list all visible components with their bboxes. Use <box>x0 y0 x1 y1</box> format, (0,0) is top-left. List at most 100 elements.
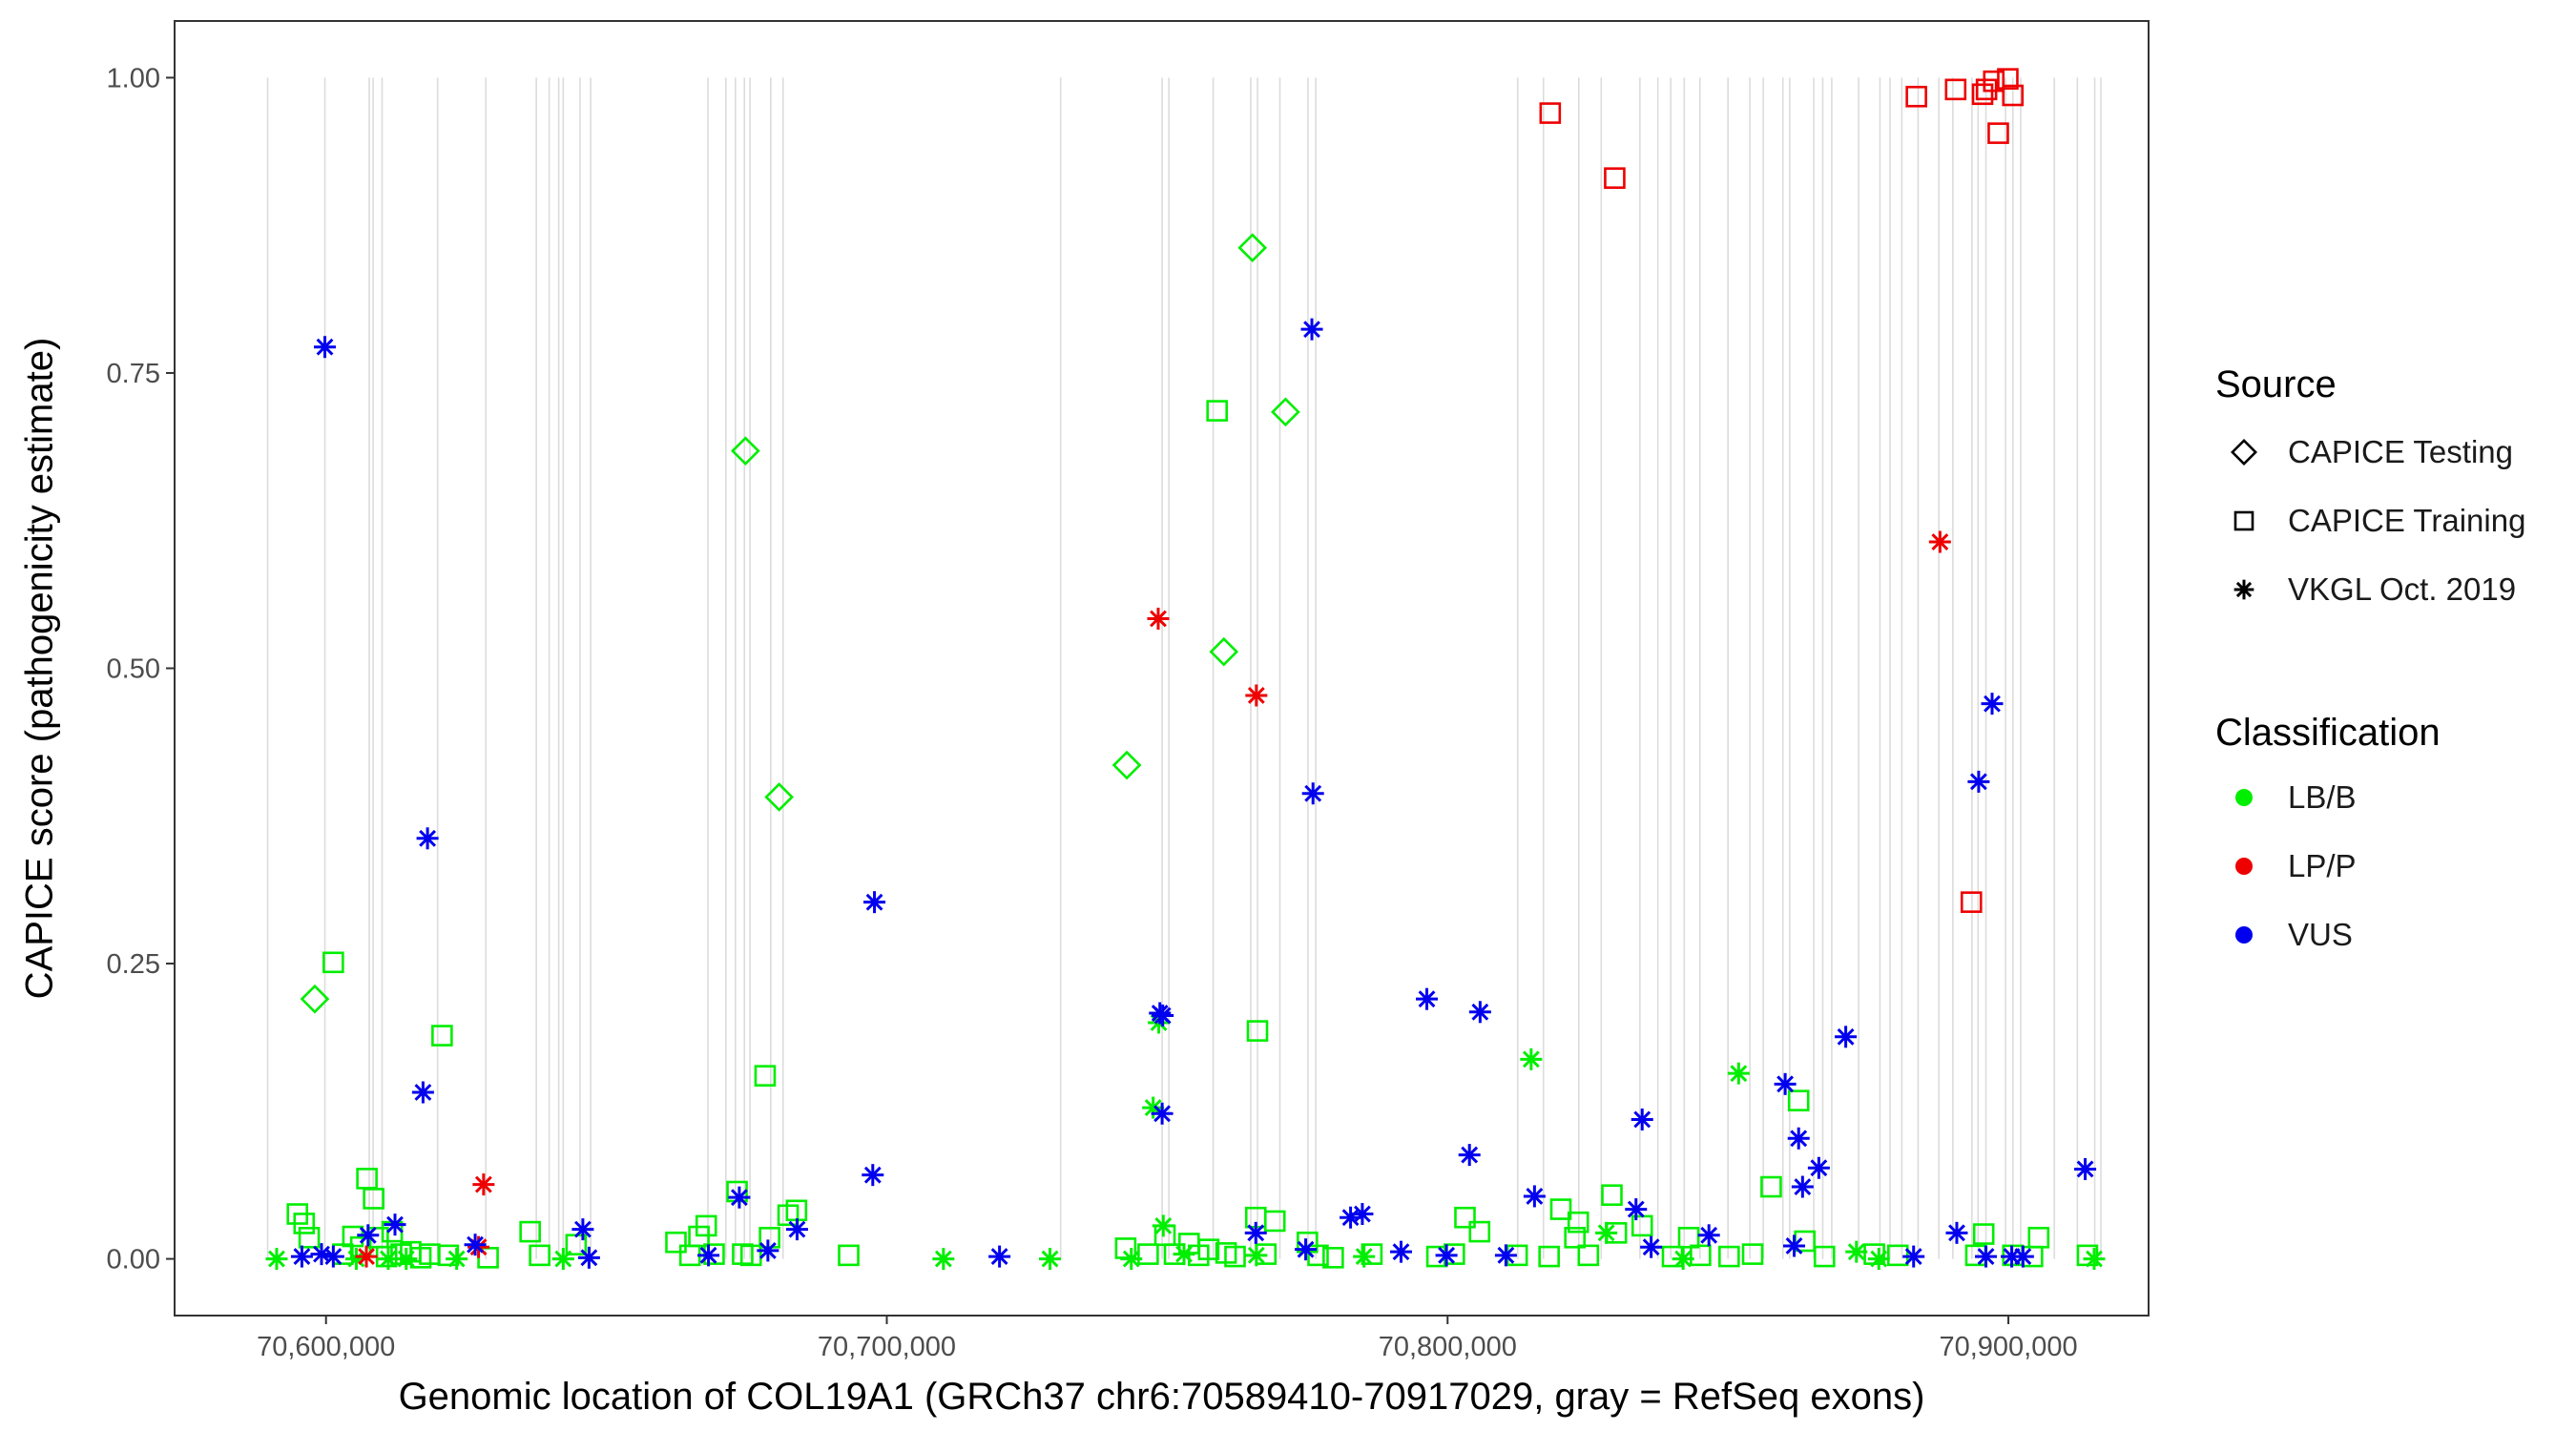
data-point <box>764 782 794 812</box>
data-point <box>1867 1248 1890 1271</box>
data-point <box>2074 1157 2097 1180</box>
asterisk-stroke <box>1633 1110 1652 1129</box>
data-point <box>1807 1156 1830 1179</box>
y-tick-label: 0.50 <box>107 654 160 685</box>
data-point <box>298 1226 321 1249</box>
data-point <box>1237 233 1268 263</box>
asterisk-stroke <box>554 1250 572 1268</box>
x-axis-title: Genomic location of COL19A1 (GRCh37 chr6… <box>399 1376 1925 1418</box>
asterisk-stroke <box>1642 1238 1660 1256</box>
data-point <box>363 1188 384 1210</box>
legend-key-diamond <box>2231 439 2257 466</box>
data-point <box>1640 1235 1663 1258</box>
data-point <box>1944 78 1967 101</box>
data-point <box>1538 1245 1560 1268</box>
asterisk-stroke <box>573 1220 592 1238</box>
asterisk-stroke <box>1041 1250 1059 1268</box>
data-point <box>446 1248 468 1271</box>
data-point <box>1774 1072 1797 1095</box>
asterisk-stroke <box>397 1250 415 1268</box>
asterisk-stroke <box>788 1220 806 1238</box>
asterisk-stroke <box>1304 784 1322 802</box>
asterisk-stroke <box>1904 1248 1922 1266</box>
asterisk-stroke <box>1153 1006 1172 1025</box>
data-point <box>1905 85 1927 108</box>
data-point <box>1997 68 2019 90</box>
data-point <box>1564 1226 1586 1249</box>
data-point <box>322 1245 344 1268</box>
data-point <box>2002 84 2025 107</box>
asterisk-stroke <box>1969 773 1987 791</box>
data-point <box>1760 1175 1782 1198</box>
asterisk-stroke <box>316 338 334 356</box>
asterisk-stroke <box>730 1189 748 1207</box>
data-point <box>1787 1127 1810 1150</box>
data-point <box>2011 1245 2034 1268</box>
asterisk-stroke <box>1847 1243 1865 1261</box>
data-point <box>1435 1244 1458 1267</box>
data-point <box>344 1248 367 1271</box>
data-point <box>529 1244 551 1267</box>
data-point <box>739 1244 762 1267</box>
asterisk-stroke <box>419 829 437 847</box>
asterisk-stroke <box>1948 1224 1965 1242</box>
data-point <box>1631 1108 1653 1130</box>
data-point <box>1975 78 1998 101</box>
data-point <box>1468 1001 1491 1024</box>
data-point <box>1245 1244 1268 1267</box>
asterisk-stroke <box>386 1215 404 1234</box>
data-point <box>1137 1243 1159 1265</box>
asterisk-stroke <box>863 1166 882 1184</box>
data-point <box>355 1245 378 1268</box>
data-point <box>2083 1248 2106 1271</box>
asterisk-stroke <box>580 1249 598 1267</box>
data-point <box>1246 1020 1269 1042</box>
asterisk-stroke <box>1627 1200 1645 1218</box>
asterisk-stroke <box>1247 687 1265 704</box>
exon-lines <box>266 77 2102 1259</box>
data-point <box>665 1231 687 1254</box>
data-point <box>1945 1221 1968 1244</box>
asterisk-stroke <box>1931 533 1949 550</box>
asterisk-stroke <box>1497 1246 1515 1264</box>
x-tick-label: 70,600,000 <box>257 1332 395 1362</box>
data-point <box>1987 122 2009 144</box>
asterisk-stroke <box>2014 1248 2032 1266</box>
asterisk-stroke <box>1526 1188 1544 1205</box>
asterisk-stroke <box>1730 1065 1748 1083</box>
data-point <box>1727 1062 1750 1085</box>
data-point <box>1416 987 1439 1010</box>
data-point <box>411 1081 434 1104</box>
data-point <box>472 1173 495 1196</box>
data-point <box>1173 1243 1195 1266</box>
data-point <box>322 951 344 974</box>
data-points <box>265 68 2106 1271</box>
data-point <box>1245 684 1268 707</box>
asterisk-stroke <box>358 1248 375 1266</box>
asterisk-stroke <box>1153 1105 1172 1123</box>
data-point <box>1813 1245 1836 1268</box>
asterisk-stroke <box>865 893 883 911</box>
legend-source-label: VKGL Oct. 2019 <box>2288 571 2516 607</box>
asterisk-stroke <box>1977 1248 1995 1266</box>
data-point <box>1791 1175 1814 1198</box>
asterisk-stroke <box>467 1235 484 1254</box>
asterisk-stroke <box>447 1250 466 1268</box>
data-point <box>314 336 337 359</box>
data-point <box>1697 1224 1720 1247</box>
data-point <box>1389 1240 1412 1263</box>
data-point <box>1147 607 1170 630</box>
data-point <box>1783 1234 1806 1257</box>
data-point <box>1151 1102 1174 1125</box>
asterisk-stroke <box>2235 581 2253 598</box>
data-point <box>1960 891 1983 913</box>
data-point <box>754 1065 777 1087</box>
asterisk-stroke <box>1700 1226 1718 1244</box>
asterisk-stroke <box>1297 1240 1315 1258</box>
data-point <box>577 1246 600 1269</box>
data-point <box>1549 1198 1572 1220</box>
asterisk-stroke <box>1247 1246 1265 1264</box>
asterisk-stroke <box>1355 1248 1373 1266</box>
asterisk-stroke <box>1418 990 1436 1008</box>
